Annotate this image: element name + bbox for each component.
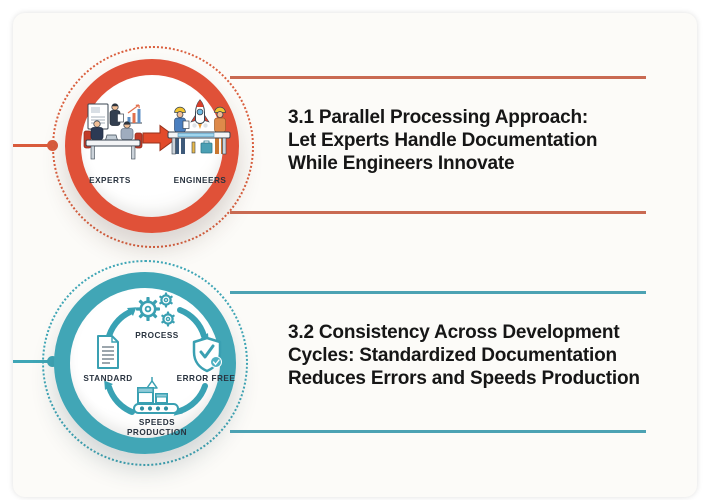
connector-line-top xyxy=(13,144,53,147)
connector-line-bottom xyxy=(13,360,53,363)
document-icon xyxy=(97,335,119,369)
cycle-arrow-up-right xyxy=(177,307,207,339)
rule-bottom-upper xyxy=(230,291,646,294)
rule-top-lower xyxy=(230,211,646,214)
shield-check-icon xyxy=(192,336,222,373)
speeds-label: SPEEDS xyxy=(139,418,175,427)
heading-3-2: 3.2 Consistency Across Development Cycle… xyxy=(288,321,668,390)
experts-label: EXPERTS xyxy=(89,176,131,185)
cycle-arrow-down-left xyxy=(106,384,135,415)
process-label: PROCESS xyxy=(135,331,179,340)
conveyor-icon xyxy=(133,377,179,414)
gears-icon xyxy=(136,292,175,327)
process-cycle-illustration: PROCESS ERROR FREE STANDARD SPEEDS PRODU… xyxy=(83,292,236,437)
heading-3-2-line2: Cycles: Standardized Documentation xyxy=(288,345,617,366)
heading-3-1-line3: While Engineers Innovate xyxy=(288,153,515,174)
dotted-border-circle-top xyxy=(52,46,254,248)
experts-illustration xyxy=(83,103,143,160)
cycle-arrow-down-right xyxy=(177,383,208,414)
dotted-border-circle-bottom xyxy=(42,260,248,466)
engineers-label: ENGINEERS xyxy=(174,176,227,185)
rule-bottom-lower xyxy=(230,430,646,433)
heading-3-1-line1: 3.1 Parallel Processing Approach: xyxy=(288,107,588,128)
production-label: PRODUCTION xyxy=(127,428,187,437)
rule-top-upper xyxy=(230,76,646,79)
engineers-illustration xyxy=(167,99,231,155)
heading-3-2-line1: 3.2 Consistency Across Development xyxy=(288,322,620,343)
heading-3-2-line3: Reduces Errors and Speeds Production xyxy=(288,368,640,389)
heading-3-1-line2: Let Experts Handle Documentation xyxy=(288,130,598,151)
error-free-label: ERROR FREE xyxy=(177,374,236,383)
experts-engineers-illustration: EXPERTS ENGINEERS xyxy=(83,99,231,185)
heading-3-1: 3.1 Parallel Processing Approach: Let Ex… xyxy=(288,106,668,175)
rocket-icon xyxy=(190,99,210,129)
standard-label: STANDARD xyxy=(83,374,132,383)
